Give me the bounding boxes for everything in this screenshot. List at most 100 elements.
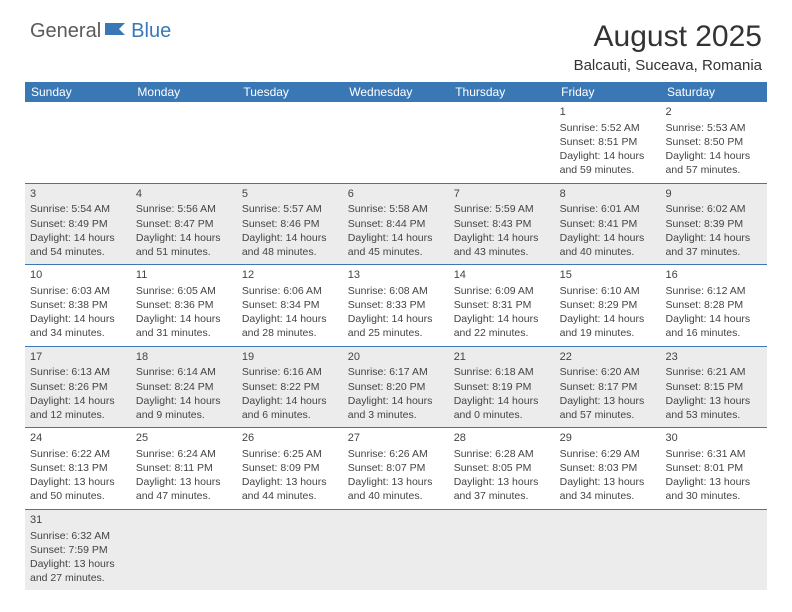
calendar-cell: 18Sunrise: 6:14 AMSunset: 8:24 PMDayligh… [131,346,237,428]
sunset-text: Sunset: 8:20 PM [348,380,444,394]
day-number: 13 [348,268,444,283]
logo-text-blue: Blue [131,20,171,43]
title-block: August 2025 Balcauti, Suceava, Romania [574,20,762,74]
calendar-cell: 29Sunrise: 6:29 AMSunset: 8:03 PMDayligh… [555,428,661,510]
sunrise-text: Sunrise: 6:21 AM [666,365,762,379]
sunset-text: Sunset: 8:41 PM [560,217,656,231]
sunset-text: Sunset: 8:34 PM [242,298,338,312]
sunset-text: Sunset: 8:03 PM [560,461,656,475]
calendar-cell [661,509,767,590]
sunset-text: Sunset: 8:26 PM [30,380,126,394]
sunrise-text: Sunrise: 5:56 AM [136,202,232,216]
daylight-text: Daylight: 14 hours and 34 minutes. [30,312,126,340]
daylight-text: Daylight: 14 hours and 9 minutes. [136,394,232,422]
daylight-text: Daylight: 14 hours and 37 minutes. [666,231,762,259]
day-number: 12 [242,268,338,283]
day-header: Wednesday [343,82,449,102]
daylight-text: Daylight: 14 hours and 45 minutes. [348,231,444,259]
sunset-text: Sunset: 8:36 PM [136,298,232,312]
sunset-text: Sunset: 8:24 PM [136,380,232,394]
calendar-cell: 24Sunrise: 6:22 AMSunset: 8:13 PMDayligh… [25,428,131,510]
sunrise-text: Sunrise: 5:54 AM [30,202,126,216]
daylight-text: Daylight: 14 hours and 19 minutes. [560,312,656,340]
calendar-cell [343,102,449,183]
sunrise-text: Sunrise: 5:59 AM [454,202,550,216]
daylight-text: Daylight: 14 hours and 40 minutes. [560,231,656,259]
daylight-text: Daylight: 14 hours and 48 minutes. [242,231,338,259]
calendar-cell: 4Sunrise: 5:56 AMSunset: 8:47 PMDaylight… [131,183,237,265]
calendar-cell [449,102,555,183]
sunset-text: Sunset: 8:11 PM [136,461,232,475]
sunset-text: Sunset: 8:28 PM [666,298,762,312]
day-number: 8 [560,187,656,202]
calendar-cell: 23Sunrise: 6:21 AMSunset: 8:15 PMDayligh… [661,346,767,428]
calendar-cell: 8Sunrise: 6:01 AMSunset: 8:41 PMDaylight… [555,183,661,265]
calendar-row: 10Sunrise: 6:03 AMSunset: 8:38 PMDayligh… [25,265,767,347]
sunset-text: Sunset: 7:59 PM [30,543,126,557]
sunset-text: Sunset: 8:01 PM [666,461,762,475]
sunset-text: Sunset: 8:31 PM [454,298,550,312]
daylight-text: Daylight: 14 hours and 16 minutes. [666,312,762,340]
sunrise-text: Sunrise: 6:06 AM [242,284,338,298]
day-number: 20 [348,350,444,365]
day-header: Thursday [449,82,555,102]
day-number: 23 [666,350,762,365]
sunrise-text: Sunrise: 5:52 AM [560,121,656,135]
calendar-cell [131,102,237,183]
sunset-text: Sunset: 8:44 PM [348,217,444,231]
daylight-text: Daylight: 14 hours and 28 minutes. [242,312,338,340]
calendar-cell: 12Sunrise: 6:06 AMSunset: 8:34 PMDayligh… [237,265,343,347]
sunset-text: Sunset: 8:46 PM [242,217,338,231]
calendar-cell: 5Sunrise: 5:57 AMSunset: 8:46 PMDaylight… [237,183,343,265]
header: General Blue August 2025 Balcauti, Sucea… [0,0,792,82]
calendar-cell: 21Sunrise: 6:18 AMSunset: 8:19 PMDayligh… [449,346,555,428]
calendar-cell: 10Sunrise: 6:03 AMSunset: 8:38 PMDayligh… [25,265,131,347]
daylight-text: Daylight: 14 hours and 57 minutes. [666,149,762,177]
sunrise-text: Sunrise: 6:17 AM [348,365,444,379]
calendar-cell: 16Sunrise: 6:12 AMSunset: 8:28 PMDayligh… [661,265,767,347]
calendar-cell: 7Sunrise: 5:59 AMSunset: 8:43 PMDaylight… [449,183,555,265]
sunset-text: Sunset: 8:43 PM [454,217,550,231]
sunset-text: Sunset: 8:33 PM [348,298,444,312]
calendar-row: 24Sunrise: 6:22 AMSunset: 8:13 PMDayligh… [25,428,767,510]
daylight-text: Daylight: 14 hours and 3 minutes. [348,394,444,422]
calendar-cell: 9Sunrise: 6:02 AMSunset: 8:39 PMDaylight… [661,183,767,265]
calendar-cell: 25Sunrise: 6:24 AMSunset: 8:11 PMDayligh… [131,428,237,510]
sunrise-text: Sunrise: 6:26 AM [348,447,444,461]
sunrise-text: Sunrise: 6:13 AM [30,365,126,379]
daylight-text: Daylight: 14 hours and 31 minutes. [136,312,232,340]
day-number: 31 [30,513,126,528]
day-number: 4 [136,187,232,202]
daylight-text: Daylight: 13 hours and 47 minutes. [136,475,232,503]
sunset-text: Sunset: 8:17 PM [560,380,656,394]
sunrise-text: Sunrise: 6:03 AM [30,284,126,298]
day-header: Sunday [25,82,131,102]
calendar-cell: 20Sunrise: 6:17 AMSunset: 8:20 PMDayligh… [343,346,449,428]
calendar-cell: 13Sunrise: 6:08 AMSunset: 8:33 PMDayligh… [343,265,449,347]
sunrise-text: Sunrise: 6:02 AM [666,202,762,216]
day-number: 22 [560,350,656,365]
daylight-text: Daylight: 14 hours and 54 minutes. [30,231,126,259]
sunset-text: Sunset: 8:05 PM [454,461,550,475]
calendar-cell [449,509,555,590]
day-number: 5 [242,187,338,202]
daylight-text: Daylight: 14 hours and 25 minutes. [348,312,444,340]
sunset-text: Sunset: 8:09 PM [242,461,338,475]
day-number: 3 [30,187,126,202]
calendar-cell: 6Sunrise: 5:58 AMSunset: 8:44 PMDaylight… [343,183,449,265]
daylight-text: Daylight: 14 hours and 22 minutes. [454,312,550,340]
sunrise-text: Sunrise: 6:09 AM [454,284,550,298]
daylight-text: Daylight: 14 hours and 0 minutes. [454,394,550,422]
calendar-cell: 3Sunrise: 5:54 AMSunset: 8:49 PMDaylight… [25,183,131,265]
calendar-cell: 28Sunrise: 6:28 AMSunset: 8:05 PMDayligh… [449,428,555,510]
calendar-cell [131,509,237,590]
calendar-cell: 15Sunrise: 6:10 AMSunset: 8:29 PMDayligh… [555,265,661,347]
day-number: 30 [666,431,762,446]
day-header: Tuesday [237,82,343,102]
day-number: 18 [136,350,232,365]
daylight-text: Daylight: 13 hours and 53 minutes. [666,394,762,422]
daylight-text: Daylight: 14 hours and 6 minutes. [242,394,338,422]
calendar-cell: 1Sunrise: 5:52 AMSunset: 8:51 PMDaylight… [555,102,661,183]
calendar-cell: 30Sunrise: 6:31 AMSunset: 8:01 PMDayligh… [661,428,767,510]
calendar-cell: 17Sunrise: 6:13 AMSunset: 8:26 PMDayligh… [25,346,131,428]
